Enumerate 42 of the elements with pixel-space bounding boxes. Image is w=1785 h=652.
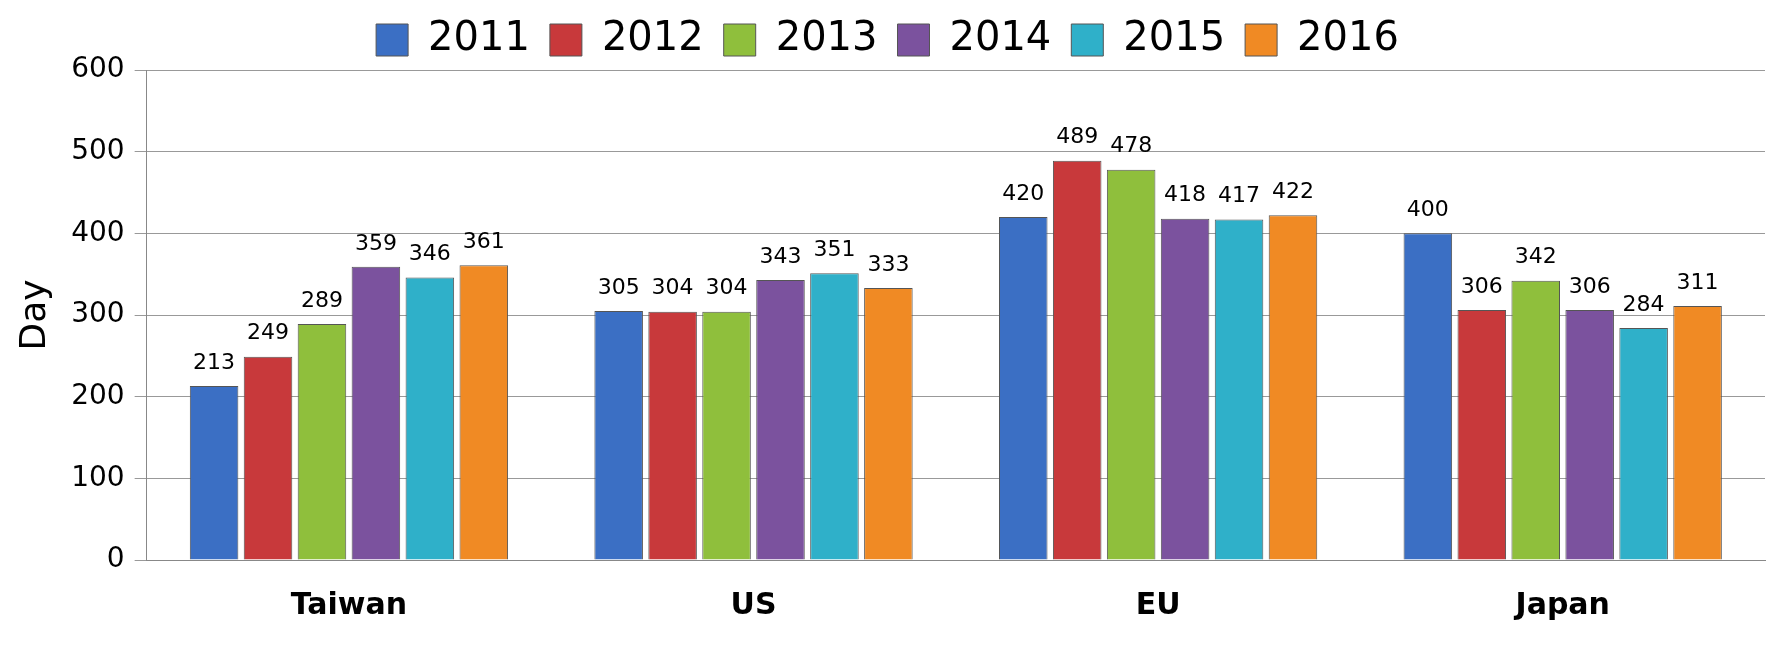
data-label: 213 — [193, 348, 236, 374]
data-label: 489 — [1056, 123, 1099, 149]
y-tick-label: 400 — [71, 214, 125, 248]
legend-label: 2011 — [428, 13, 530, 60]
x-tick-label: EU — [1135, 585, 1181, 621]
data-label: 249 — [247, 319, 290, 345]
legend-label: 2013 — [775, 13, 878, 60]
y-tick-label: 200 — [71, 377, 125, 411]
y-axis-title: Day — [11, 279, 53, 351]
y-tick-label: 0 — [106, 541, 125, 575]
data-label: 343 — [759, 242, 802, 268]
y-tick-label: 600 — [71, 51, 125, 85]
data-label: 420 — [1002, 179, 1045, 205]
data-label: 400 — [1406, 196, 1449, 222]
y-tick-label: 500 — [71, 132, 125, 166]
y-tick-label: 300 — [71, 296, 125, 330]
data-label: 311 — [1676, 268, 1719, 294]
x-tick-label: Japan — [1513, 585, 1610, 621]
data-label: 359 — [354, 229, 397, 255]
data-label: 422 — [1271, 178, 1314, 204]
data-label: 346 — [408, 240, 451, 266]
data-label: 304 — [705, 274, 748, 300]
data-label: 284 — [1622, 290, 1665, 316]
data-label: 305 — [597, 273, 640, 299]
legend-label: 2015 — [1123, 13, 1226, 60]
data-label: 333 — [867, 250, 910, 276]
y-tick-label: 100 — [71, 459, 125, 493]
data-label: 304 — [651, 274, 694, 300]
legend-label: 2016 — [1297, 13, 1399, 60]
data-label: 417 — [1218, 182, 1261, 208]
data-label: 289 — [300, 286, 343, 312]
data-label: 478 — [1110, 132, 1153, 158]
data-label: 361 — [462, 227, 505, 253]
data-label: 306 — [1568, 272, 1611, 298]
legend-label: 2012 — [601, 13, 704, 60]
legend-label: 2014 — [949, 13, 1052, 60]
data-label: 342 — [1514, 243, 1557, 269]
data-label: 306 — [1460, 272, 1503, 298]
data-label: 418 — [1164, 181, 1207, 207]
x-tick-label: US — [730, 585, 777, 621]
data-label: 351 — [813, 236, 856, 262]
x-tick-label: Taiwan — [290, 585, 408, 621]
